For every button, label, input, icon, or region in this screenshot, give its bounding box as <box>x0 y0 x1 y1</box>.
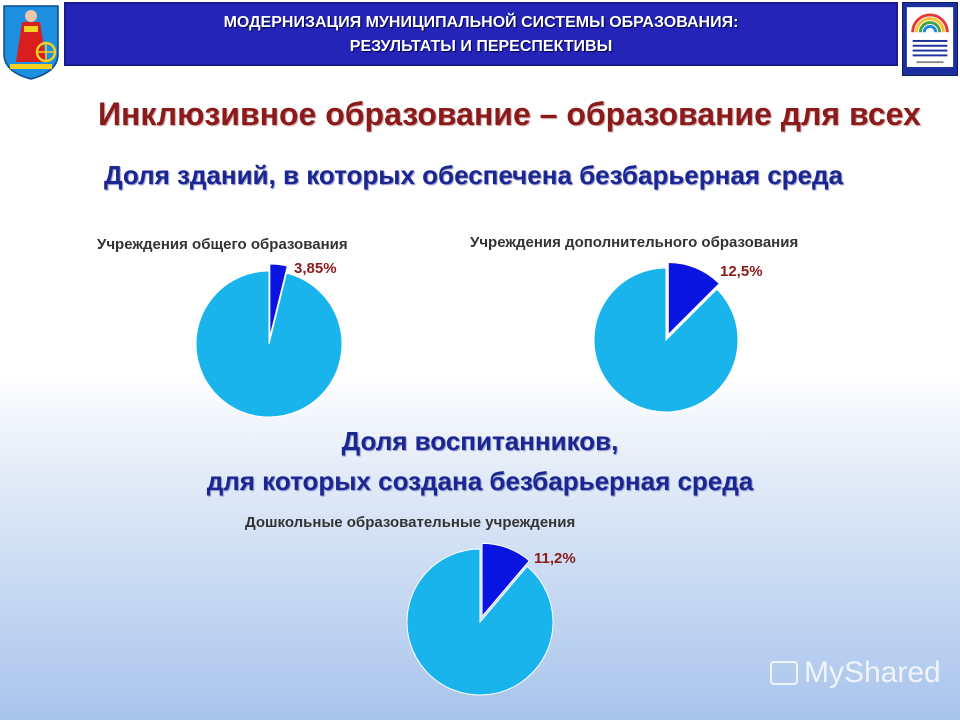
pie-slice-highlight <box>269 264 288 338</box>
city-coat-of-arms-icon <box>3 5 59 80</box>
main-title: Инклюзивное образование – образование дл… <box>98 96 921 132</box>
pie-slice-highlight <box>667 262 720 336</box>
pie-slice-highlight <box>481 542 531 618</box>
watermark-text: MyShared <box>804 656 941 689</box>
presentation-icon <box>770 661 798 685</box>
chart-title-preschool: Дошкольные образовательные учреждения <box>245 514 576 531</box>
pupils-subtitle-line1: Доля воспитанников, <box>341 426 619 456</box>
education-department-logo-icon <box>902 2 958 76</box>
pie-slice-rest <box>195 270 343 418</box>
pie-label-additional: 12,5% <box>720 263 763 280</box>
header-title-line1: МОДЕРНИЗАЦИЯ МУНИЦИПАЛЬНОЙ СИСТЕМЫ ОБРАЗ… <box>223 14 739 31</box>
pie-label-general: 3,85% <box>294 260 337 277</box>
pupils-subtitle-line2: для которых создана безбарьерная среда <box>206 466 754 496</box>
buildings-subtitle: Доля зданий, в которых обеспечена безбар… <box>104 160 843 190</box>
header-banner <box>64 2 898 66</box>
pie-slice-rest <box>593 267 739 413</box>
pie-slice-rest <box>406 548 554 696</box>
pie-chart-additional <box>593 262 739 413</box>
pie-label-preschool: 11,2% <box>534 550 576 567</box>
header-title-line2: РЕЗУЛЬТАТЫ И ПЕРЕСПЕКТИВЫ <box>349 38 613 55</box>
pie-chart-preschool <box>406 542 554 696</box>
watermark: MyShared <box>770 656 941 690</box>
pie-chart-general <box>195 264 343 418</box>
chart-title-additional: Учреждения дополнительного образования <box>470 234 799 251</box>
chart-title-general: Учреждения общего образования <box>97 236 348 253</box>
